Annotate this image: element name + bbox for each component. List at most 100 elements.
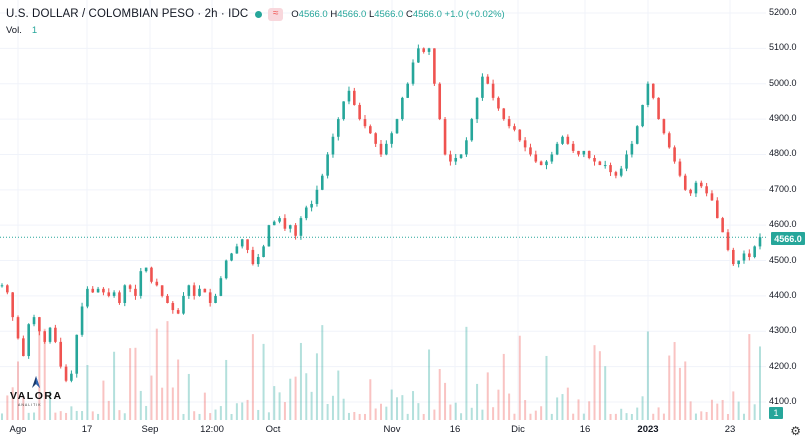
volume-bars <box>1 321 761 420</box>
price-tick-label: 4800.0 <box>769 148 797 159</box>
ohlc-values: O4566.0 H4566.0 L4566.0 C4566.0 +1.0 (+0… <box>291 8 505 20</box>
volume-bar <box>657 407 660 420</box>
volume-bar <box>363 413 366 420</box>
volume-bar <box>438 369 441 420</box>
candle-body <box>171 302 175 311</box>
wave-icon[interactable]: ≈ <box>268 7 284 21</box>
volume-bar <box>449 404 452 420</box>
volume-bar <box>721 399 724 420</box>
volume-bar <box>310 391 313 420</box>
candle-body <box>107 292 111 296</box>
time-tick-label: 12:00 <box>200 424 224 435</box>
volume-bar <box>267 412 270 420</box>
candle-body <box>256 257 260 265</box>
candle-body <box>619 168 623 176</box>
candle-body <box>299 218 303 236</box>
candle-body <box>625 154 628 169</box>
candle-body <box>646 83 650 105</box>
candle-body <box>230 253 233 261</box>
volume-bar <box>444 382 447 420</box>
time-tick-label: Dic <box>511 424 525 435</box>
volume-bar <box>726 413 729 420</box>
candle-body <box>539 161 543 166</box>
candle-body <box>32 317 36 325</box>
volume-bar <box>225 359 228 420</box>
price-tick-label: 4600.0 <box>769 219 797 230</box>
volume-bar <box>235 403 238 420</box>
candle-body <box>630 143 634 155</box>
volume-bar <box>673 342 676 420</box>
candle-body <box>486 76 490 84</box>
candle-body <box>683 175 687 190</box>
volume-bar <box>102 380 105 420</box>
volume-bar <box>566 387 569 420</box>
candle-body <box>320 175 324 190</box>
volume-bar <box>433 409 436 420</box>
candle-body <box>571 143 575 151</box>
volume-label[interactable]: Vol. <box>6 25 22 36</box>
time-tick-label: 17 <box>81 424 93 435</box>
time-tick-label: 23 <box>724 424 736 435</box>
candle-body <box>422 48 426 52</box>
candle-body <box>667 133 671 148</box>
volume-bar <box>486 372 489 420</box>
volume-bar <box>145 405 148 420</box>
volume-bar <box>358 413 361 420</box>
candle-body <box>374 133 377 144</box>
volume-bar <box>33 412 36 420</box>
candle-body <box>86 288 89 307</box>
volume-bar <box>625 413 628 420</box>
candle-body <box>395 119 399 134</box>
candle-body <box>753 246 756 258</box>
volume-bar <box>150 375 153 420</box>
volume-bar <box>476 383 479 420</box>
gear-icon[interactable]: ⚙ <box>790 424 801 438</box>
candle-body <box>417 48 420 63</box>
candle-body <box>16 317 20 339</box>
volume-bar <box>502 353 505 420</box>
candle-body <box>144 267 148 272</box>
candle-body <box>678 161 682 176</box>
current-volume-badge: 1 <box>769 407 783 419</box>
price-tick-label: 4500.0 <box>769 254 797 265</box>
candle-body <box>545 161 548 166</box>
candle-body <box>272 221 276 226</box>
volume-bar <box>198 413 201 420</box>
time-tick-label: 16 <box>449 424 461 435</box>
volume-bar <box>353 412 356 420</box>
volume-bar <box>43 328 46 420</box>
candle-body <box>0 285 4 287</box>
candle-body <box>689 189 692 194</box>
candle-body <box>715 200 719 219</box>
candle-body <box>369 126 372 134</box>
time-tick-label: Ago <box>9 424 27 435</box>
symbol-title[interactable]: U.S. DOLLAR / COLOMBIAN PESO · 2h · IDC <box>6 8 249 20</box>
candle-body <box>401 97 404 120</box>
volume-bar <box>129 348 132 420</box>
candle-body <box>758 237 762 247</box>
volume-bar <box>540 406 543 420</box>
candle-body <box>529 147 532 155</box>
candle-body <box>27 324 30 357</box>
volume-bar <box>588 401 591 420</box>
candle-body <box>587 150 591 158</box>
price-tick-label: 4700.0 <box>769 183 797 194</box>
candle-body <box>481 76 484 98</box>
volume-bar <box>22 396 25 420</box>
candle-body <box>219 278 223 296</box>
volume-bar <box>422 413 425 420</box>
volume-value: 1 <box>31 25 38 36</box>
volume-bar <box>454 402 457 420</box>
volume-bar <box>182 413 185 420</box>
candle-body <box>112 292 116 296</box>
volume-bar <box>465 326 468 420</box>
volume-bar <box>81 411 84 420</box>
volume-bar <box>636 407 639 420</box>
volume-bar <box>38 325 41 420</box>
candle-body <box>288 225 292 229</box>
candle-body <box>102 288 105 293</box>
candle-body <box>427 48 431 52</box>
volume-bar <box>513 413 516 420</box>
candles <box>0 44 762 383</box>
